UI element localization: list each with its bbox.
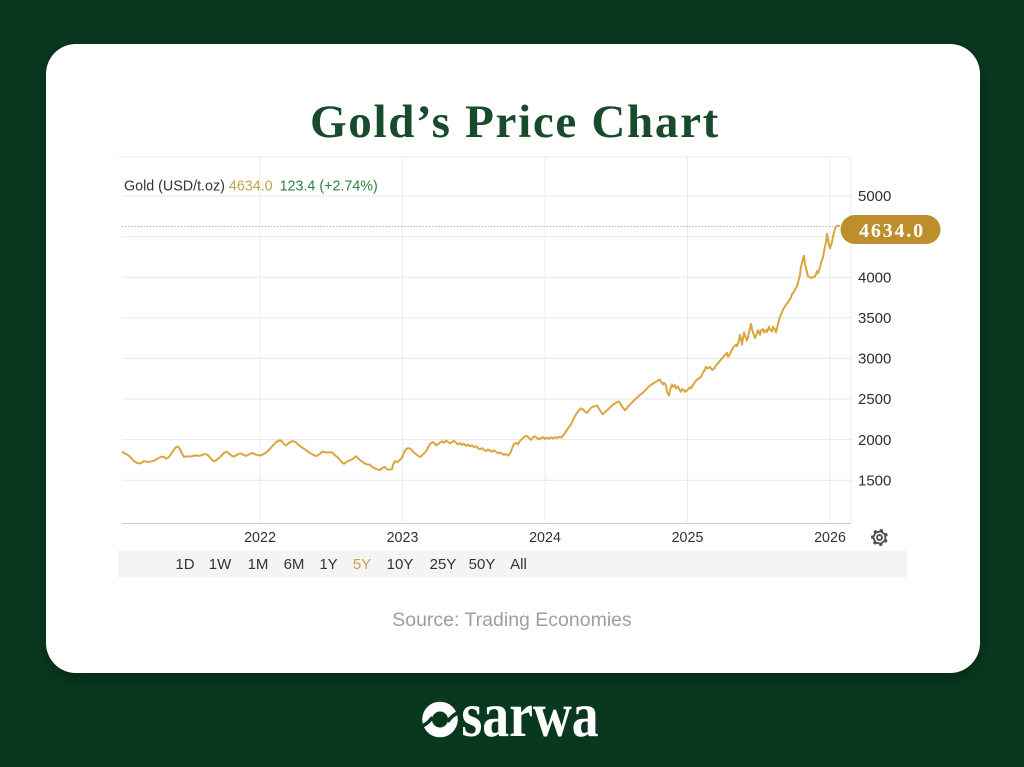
svg-text:5000: 5000	[858, 188, 891, 205]
svg-text:3000: 3000	[858, 351, 891, 368]
svg-text:1Y: 1Y	[319, 556, 337, 573]
svg-text:4000: 4000	[858, 269, 891, 286]
svg-text:2025: 2025	[672, 530, 704, 546]
svg-text:5Y: 5Y	[353, 556, 371, 573]
svg-text:2500: 2500	[858, 391, 891, 408]
svg-text:2024: 2024	[529, 530, 561, 546]
svg-text:2000: 2000	[858, 432, 891, 449]
svg-text:6M: 6M	[284, 556, 305, 573]
svg-text:2026: 2026	[814, 530, 846, 546]
svg-text:1500: 1500	[858, 472, 891, 489]
svg-text:sarwa: sarwa	[461, 679, 598, 750]
svg-text:50Y: 50Y	[469, 556, 496, 573]
svg-text:All: All	[510, 556, 527, 573]
svg-text:3500: 3500	[858, 310, 891, 327]
svg-text:1M: 1M	[248, 556, 269, 573]
svg-text:1W: 1W	[209, 556, 232, 573]
svg-text:2023: 2023	[387, 530, 419, 546]
svg-text:10Y: 10Y	[387, 556, 414, 573]
svg-text:4634.0: 4634.0	[859, 220, 925, 242]
svg-text:25Y: 25Y	[430, 556, 457, 573]
svg-text:2022: 2022	[244, 530, 276, 546]
svg-text:1D: 1D	[175, 556, 194, 573]
